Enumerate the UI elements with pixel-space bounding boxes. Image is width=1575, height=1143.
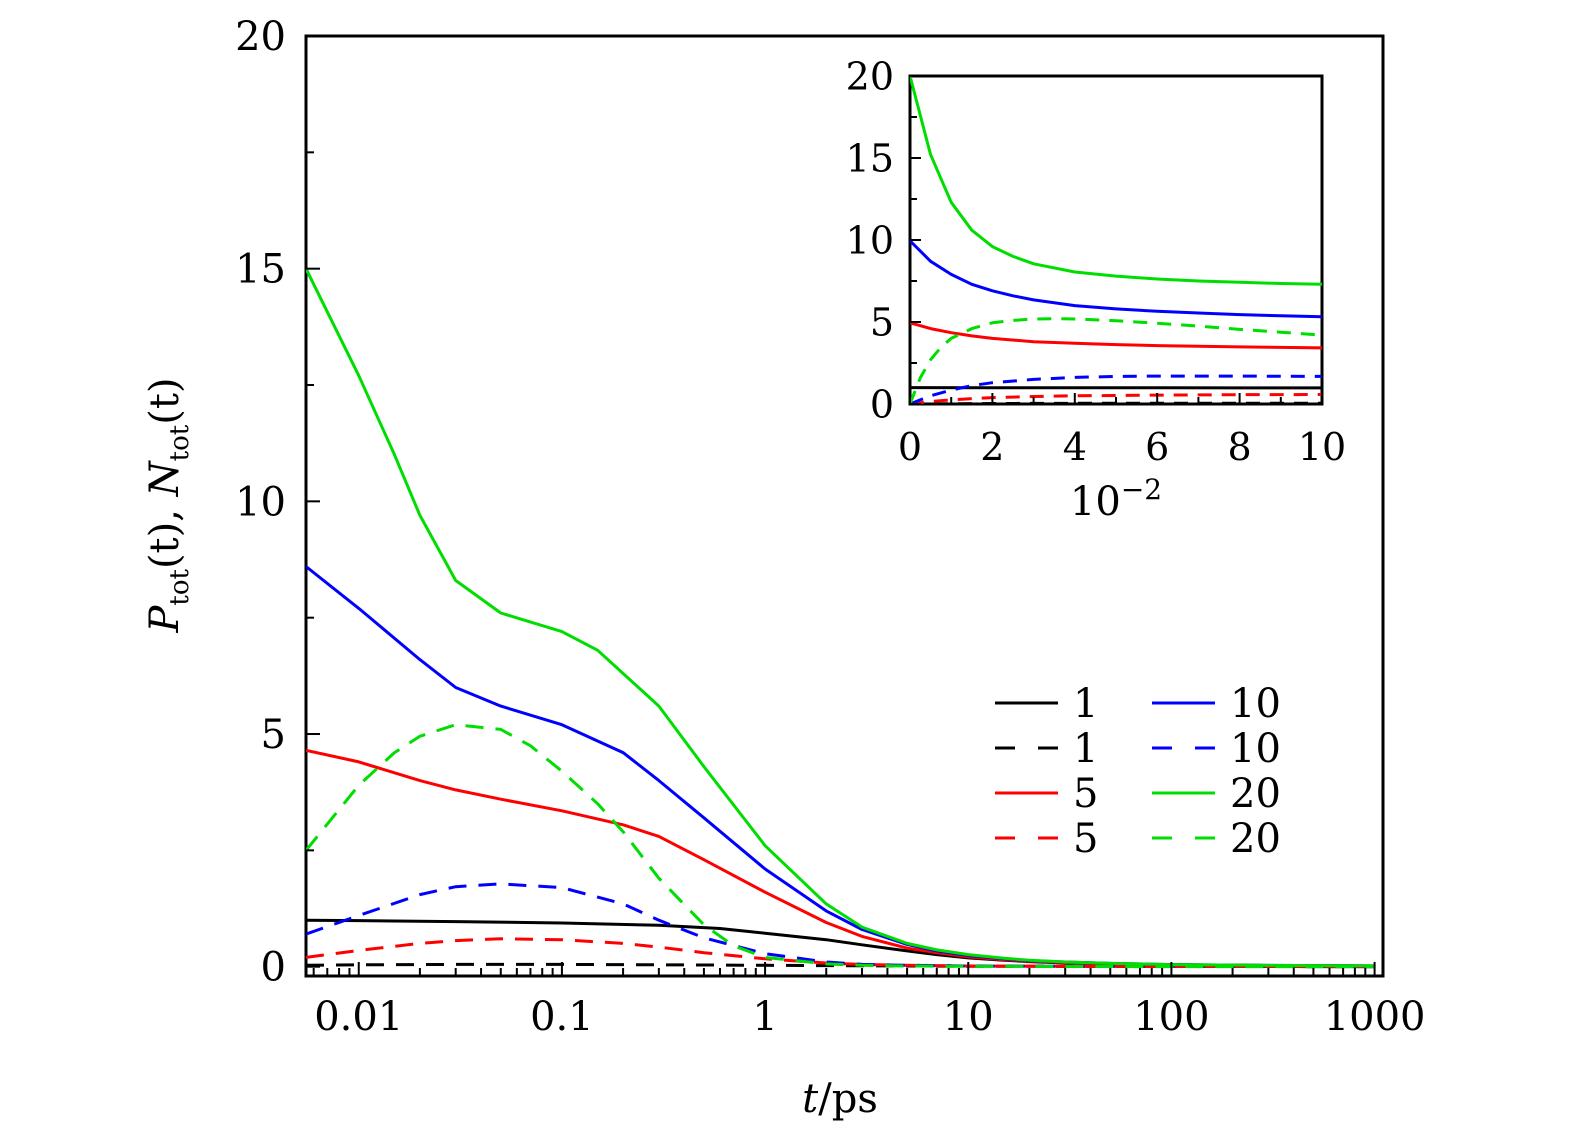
y-axis-label-n-sub: tot [165, 424, 195, 461]
inset-ytick-label-20: 20 [846, 54, 894, 98]
y-axis-label-p: P [142, 605, 188, 634]
main-xtick-label-0.01: 0.01 [314, 994, 403, 1040]
x-axis-label-unit: /ps [818, 1076, 878, 1122]
y-axis-label-n: N [142, 459, 188, 497]
y-axis-label-p-sub: tot [165, 569, 195, 606]
inset-xtick-label-2: 2 [980, 425, 1004, 469]
main-ytick-label-0: 0 [261, 945, 286, 991]
inset-ytick-label-0: 0 [870, 382, 894, 426]
legend-label-1-solid: 1 [1073, 681, 1098, 727]
main-ytick-label-15: 15 [235, 247, 286, 293]
inset-xtick-label-8: 8 [1228, 425, 1252, 469]
inset-frame [910, 76, 1322, 404]
inset-xtick-label-10: 10 [1298, 425, 1346, 469]
y-axis-label-n-arg: (t) [142, 377, 188, 424]
main-xtick-label-100: 100 [1133, 994, 1209, 1040]
inset-xtick-label-0: 0 [898, 425, 922, 469]
x-axis-label: t/ps [802, 1076, 878, 1122]
inset-ytick-label-10: 10 [846, 218, 894, 262]
legend-label-20-dashed: 20 [1230, 816, 1281, 862]
legend-label-10-solid: 10 [1230, 681, 1281, 727]
inset-xtick-label-6: 6 [1145, 425, 1169, 469]
legend-label-5-dashed: 5 [1073, 816, 1098, 862]
main-ytick-label-10: 10 [235, 479, 286, 525]
main-xtick-label-1000: 1000 [1324, 994, 1426, 1040]
main-ytick-label-20: 20 [235, 14, 286, 60]
main-xtick-label-10: 10 [943, 994, 994, 1040]
legend-label-20-solid: 20 [1230, 771, 1281, 817]
legend-label-10-dashed: 10 [1230, 726, 1281, 772]
main-xtick-label-0.1: 0.1 [530, 994, 594, 1040]
y-axis-label-p-arg: (t) [142, 522, 188, 569]
inset-ytick-label-15: 15 [846, 136, 894, 180]
main-ytick-label-5: 5 [261, 712, 286, 758]
legend-label-5-solid: 5 [1073, 771, 1098, 817]
inset-ytick-label-5: 5 [870, 300, 894, 344]
inset-xtick-label-4: 4 [1063, 425, 1087, 469]
inset-x-axis-label-exp: −2 [1121, 473, 1162, 506]
x-axis-label-var: t [802, 1076, 819, 1122]
inset-x-axis-label-base: 10 [1070, 479, 1121, 525]
main-xtick-label-1: 1 [752, 994, 777, 1040]
legend-label-1-dashed: 1 [1073, 726, 1098, 772]
y-axis-label: Ptot(t), Ntot(t) [142, 377, 195, 633]
